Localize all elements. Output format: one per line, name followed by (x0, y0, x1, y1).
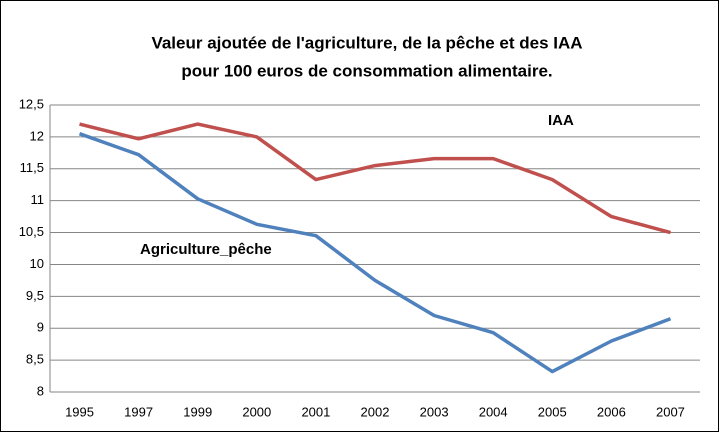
y-tick-label: 9 (37, 320, 44, 335)
y-tick-label: 10 (30, 256, 44, 271)
y-tick-label: 8,5 (26, 352, 44, 367)
x-tick-label: 1997 (124, 404, 153, 419)
y-tick-label: 11 (31, 192, 45, 207)
y-tick-label: 10,5 (19, 224, 44, 239)
y-tick-label: 8 (37, 383, 44, 398)
chart-title: Valeur ajoutée de l'agriculture, de la p… (151, 33, 582, 52)
series-line (79, 122, 671, 235)
x-tick-label: 2003 (420, 404, 449, 419)
y-tick-label: 12 (30, 128, 44, 143)
x-tick-label: 2000 (242, 404, 271, 419)
x-tick-label: 2005 (538, 404, 567, 419)
x-tick-label: 2004 (479, 404, 508, 419)
series-line (78, 132, 672, 374)
x-tick-label: 1999 (183, 404, 212, 419)
x-tick-label: 2001 (301, 404, 330, 419)
y-tick-label: 12,5 (19, 96, 44, 111)
x-tick-label: 2006 (597, 404, 626, 419)
x-tick-label: 2007 (656, 404, 685, 419)
y-tick-label: 11,5 (20, 160, 44, 175)
x-tick-label: 2002 (361, 404, 390, 419)
series-label: IAA (548, 112, 574, 129)
chart-title: pour 100 euros de consommation alimentai… (181, 61, 552, 80)
series-label: Agriculture_pêche (140, 241, 272, 258)
y-tick-label: 9,5 (26, 288, 44, 303)
x-tick-label: 1995 (65, 404, 94, 419)
